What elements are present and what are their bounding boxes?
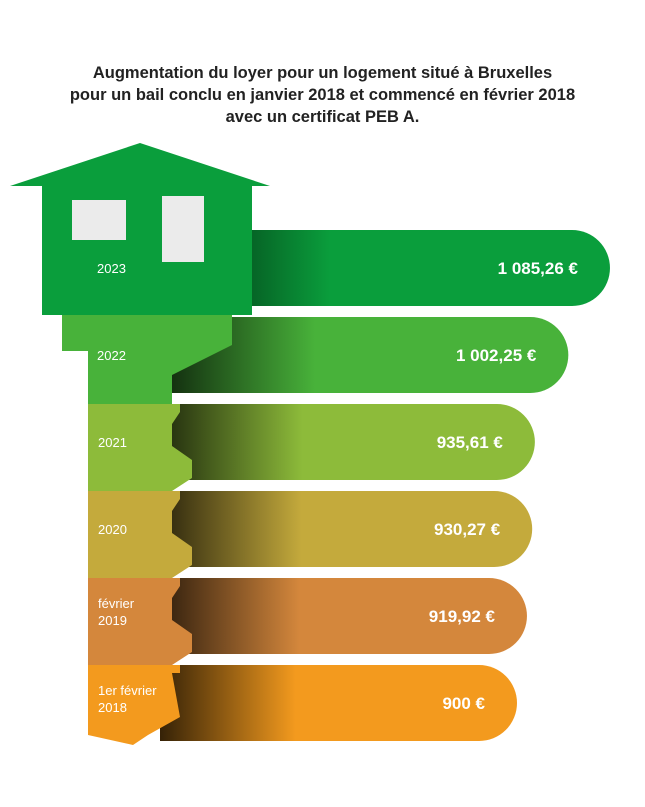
bar-4: [160, 578, 527, 654]
value-label-0: 1 085,26 €: [498, 259, 579, 278]
step-4: [88, 578, 192, 665]
bar-3: [160, 491, 533, 567]
step-1: [62, 315, 232, 404]
house-window-left: [72, 200, 126, 240]
chart-title-line-1: Augmentation du loyer pour un logement s…: [92, 64, 553, 82]
bars-layer: [160, 230, 610, 741]
category-label-2: 2021: [98, 435, 127, 450]
category-label-3: 2020: [98, 522, 127, 537]
category-label-1: 2022: [97, 348, 126, 363]
category-label-5: 1er février 2018: [98, 683, 157, 715]
value-label-5: 900 €: [442, 694, 485, 713]
house-roof: [10, 143, 270, 186]
bar-0: [160, 230, 610, 306]
value-label-2: 935,61 €: [437, 433, 504, 452]
step-3: [88, 491, 192, 578]
bar-5: [160, 665, 517, 741]
steps-layer: [62, 315, 232, 745]
bar-1: [160, 317, 569, 393]
bar-2: [160, 404, 535, 481]
chart-title: Augmentation du loyer pour un logement s…: [0, 62, 645, 128]
value-label-3: 930,27 €: [434, 520, 501, 539]
step-5: [88, 665, 180, 745]
value-label-4: 919,92 €: [429, 607, 496, 626]
labels-layer: 2023 1 085,26 € 2022 1 002,25 € 2021 935,61 €…: [97, 259, 579, 715]
chart-title-line-3: avec un certificat PEB A.: [225, 108, 420, 126]
house-shape: [10, 143, 270, 315]
house-window-right: [162, 196, 204, 262]
category-label-4: février 2019: [98, 596, 135, 628]
chart-title-line-2: pour un bail conclu en janvier 2018 et c…: [69, 86, 576, 104]
value-label-1: 1 002,25 €: [456, 346, 537, 365]
category-label-0: 2023: [97, 261, 126, 276]
step-2: [88, 404, 192, 491]
